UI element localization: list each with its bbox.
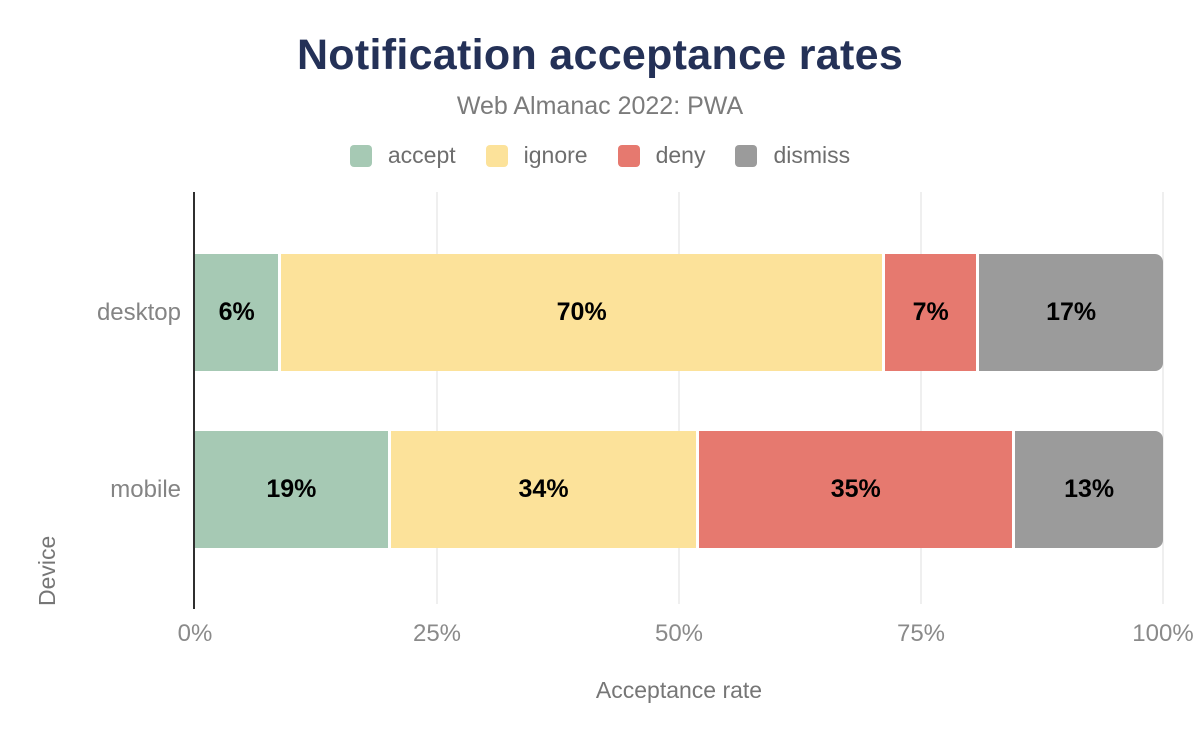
bar-segment-mobile-deny: 35% [699,431,1013,548]
x-axis-title: Acceptance rate [595,677,763,703]
legend-label-deny: deny [655,142,706,168]
legend-swatch-ignore [485,144,508,167]
bar-segment-desktop-deny: 7% [885,254,977,371]
bar-desktop: 6% 70% 7% 17% [195,254,1163,371]
x-tick-0: 0% [177,620,213,647]
legend-label-ignore: ignore [523,142,588,168]
legend-swatch-accept [349,144,372,167]
legend-item-deny: deny [617,142,706,169]
y-axis-line [193,192,195,609]
gridline-75 [920,192,922,604]
plot-area: 6% 70% 7% 17% 19% 34% 35% 13% 0% 25% 50%… [178,192,1194,647]
legend-item-ignore: ignore [485,142,588,169]
x-tick-100: 100% [1132,620,1194,647]
legend-swatch-dismiss [735,144,758,167]
gridline-25 [436,192,438,604]
legend-label-accept: accept [387,142,456,168]
category-label-desktop: desktop [96,298,181,326]
x-tick-50: 50% [654,620,704,647]
x-tick-25: 25% [412,620,462,647]
bar-segment-mobile-ignore: 34% [390,431,697,548]
chart-title: Notification acceptance rates [296,31,904,79]
legend-item-dismiss: dismiss [735,142,850,169]
bar-mobile: 19% 34% 35% 13% [195,431,1163,548]
bar-segment-desktop-dismiss: 17% [979,254,1163,371]
gridline-100 [1162,192,1164,604]
bar-segment-desktop-ignore: 70% [281,254,883,371]
x-tick-75: 75% [896,620,946,647]
bar-segment-mobile-dismiss: 13% [1015,431,1163,548]
category-label-mobile: mobile [110,475,181,503]
legend-label-dismiss: dismiss [773,142,851,168]
bar-segment-mobile-accept: 19% [195,431,388,548]
legend-swatch-deny [617,144,640,167]
bar-segment-desktop-accept: 6% [195,254,279,371]
legend-item-accept: accept [349,142,456,169]
gridline-50 [678,192,680,604]
legend: accept ignore deny dismiss [0,142,1200,169]
chart-subtitle: Web Almanac 2022: PWA [456,92,744,120]
